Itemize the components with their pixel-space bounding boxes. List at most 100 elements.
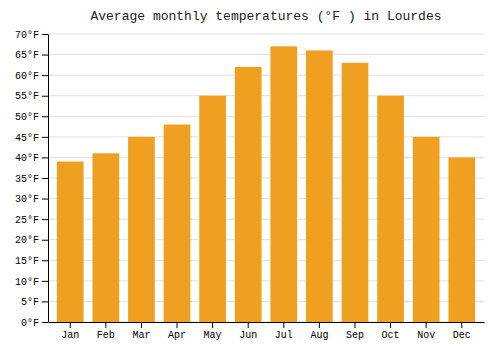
tick: Apr: [168, 322, 186, 341]
tick: Oct: [382, 322, 400, 341]
tick-label: 20°F: [15, 235, 39, 246]
tick-mark: [426, 322, 427, 328]
tick: 65°F: [15, 50, 48, 61]
tick-mark: [42, 178, 48, 179]
bar: [270, 46, 297, 322]
x-axis: Jan Feb Mar Apr May Jun Jul Aug Sep Oct Nov Dec: [49, 322, 485, 341]
tick: 25°F: [15, 215, 48, 226]
tick-mark: [461, 322, 462, 328]
tick-mark: [177, 322, 178, 328]
tick-mark: [70, 322, 71, 328]
tick: Jun: [239, 322, 257, 341]
chart: 0°F 5°F 10°F 15°F 20°F 25°F 30°F 35°F 40°F 45°F 50…: [0, 0, 500, 350]
tick-mark: [42, 96, 48, 97]
bar: [57, 162, 84, 322]
tick-label: May: [204, 330, 222, 341]
tick-mark: [42, 157, 48, 158]
grid: [48, 34, 484, 322]
bar: [164, 125, 191, 322]
tick-label: Dec: [453, 330, 471, 341]
tick: Mar: [132, 322, 150, 341]
tick: 50°F: [15, 112, 48, 123]
grid-line: [48, 34, 484, 35]
tick: Jul: [275, 322, 293, 341]
tick-mark: [42, 260, 48, 261]
tick: Nov: [417, 322, 435, 341]
grid-line: [48, 75, 484, 76]
tick-mark: [42, 199, 48, 200]
tick-mark: [354, 322, 355, 328]
tick: Jan: [61, 322, 79, 341]
tick-label: 55°F: [15, 91, 39, 102]
tick-mark: [42, 281, 48, 282]
tick-mark: [42, 301, 48, 302]
tick-label: Jun: [239, 330, 257, 341]
tick: 5°F: [21, 297, 48, 308]
tick: May: [204, 322, 222, 341]
tick-label: 50°F: [15, 112, 39, 123]
tick-mark: [283, 322, 284, 328]
y-axis: 0°F 5°F 10°F 15°F 20°F 25°F 30°F 35°F 40°F 45°F 50…: [15, 30, 49, 329]
tick-label: 10°F: [15, 277, 39, 288]
grid-line: [48, 95, 484, 96]
tick: Aug: [310, 322, 328, 341]
tick-label: Nov: [417, 330, 435, 341]
tick-label: 15°F: [15, 256, 39, 267]
tick-label: Jan: [61, 330, 79, 341]
bar: [377, 96, 404, 322]
tick-label: Feb: [97, 330, 115, 341]
tick-label: Apr: [168, 330, 186, 341]
tick: 0°F: [21, 318, 48, 329]
bar: [448, 157, 475, 322]
tick-label: Mar: [132, 330, 150, 341]
grid-line: [48, 54, 484, 55]
tick-mark: [42, 240, 48, 241]
tick-label: 25°F: [15, 215, 39, 226]
axis-line: [48, 35, 49, 323]
tick-label: 0°F: [21, 318, 39, 329]
tick-mark: [319, 322, 320, 328]
tick: Dec: [453, 322, 471, 341]
tick-mark: [212, 322, 213, 328]
plot: 0°F 5°F 10°F 15°F 20°F 25°F 30°F 35°F 40°F 45°F 50…: [15, 30, 485, 341]
tick: 20°F: [15, 235, 48, 246]
bar: [235, 67, 262, 322]
title: Average monthly temperatures (°F ) in Lo…: [90, 9, 441, 24]
bar: [306, 50, 333, 322]
tick: 55°F: [15, 91, 48, 102]
tick-label: 5°F: [21, 297, 39, 308]
tick-label: 65°F: [15, 50, 39, 61]
axis-line: [49, 322, 485, 323]
tick: 30°F: [15, 194, 48, 205]
bars: [57, 46, 475, 322]
tick-mark: [390, 322, 391, 328]
tick-label: 30°F: [15, 194, 39, 205]
tick-mark: [42, 34, 48, 35]
tick-label: 70°F: [15, 30, 39, 41]
tick-label: 35°F: [15, 174, 39, 185]
tick-label: Sep: [346, 330, 364, 341]
tick-mark: [42, 116, 48, 117]
tick: 15°F: [15, 256, 48, 267]
bar: [342, 63, 369, 322]
bar: [413, 137, 440, 322]
grid-line: [48, 116, 484, 117]
tick: 10°F: [15, 277, 48, 288]
tick-label: Jul: [275, 330, 293, 341]
bar: [199, 96, 226, 322]
tick-label: 45°F: [15, 133, 39, 144]
tick: 35°F: [15, 174, 48, 185]
tick-mark: [42, 219, 48, 220]
tick: 60°F: [15, 71, 48, 82]
tick-mark: [42, 75, 48, 76]
tick: 70°F: [15, 30, 48, 41]
bar: [128, 137, 155, 322]
tick-mark: [42, 55, 48, 56]
tick-mark: [248, 322, 249, 328]
tick: Sep: [346, 322, 364, 341]
tick: 40°F: [15, 153, 48, 164]
tick-label: Oct: [382, 330, 400, 341]
tick: Feb: [97, 322, 115, 341]
bar: [92, 153, 119, 322]
tick-mark: [105, 322, 106, 328]
